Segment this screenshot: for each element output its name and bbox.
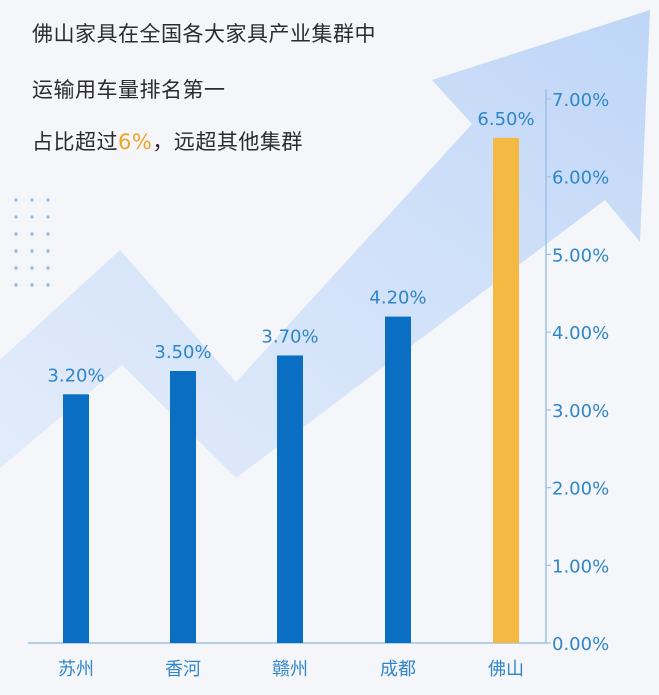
category-label-3: 成都 (380, 659, 416, 680)
headline-line-3-prefix: 占比超过 (32, 130, 118, 154)
y-tick-label: 0.00% (552, 634, 609, 655)
y-tick-label: 6.00% (552, 168, 609, 189)
dot-grid-decoration (14, 198, 50, 287)
headline-line-1: 佛山家具在全国各大家具产业集群中 (32, 22, 376, 46)
headline-line-3-suffix: ，远超其他集群 (152, 130, 303, 154)
y-tick-label: 7.00% (552, 90, 609, 111)
y-tick-label: 5.00% (552, 245, 609, 266)
y-tick-label: 2.00% (552, 479, 609, 500)
bar-3 (385, 316, 411, 643)
y-tick-label: 3.00% (552, 401, 609, 422)
category-label-4: 佛山 (488, 659, 524, 680)
bar-1 (170, 371, 196, 643)
value-label-1: 3.50% (154, 342, 211, 363)
value-label-0: 3.20% (47, 365, 104, 386)
category-label-0: 苏州 (58, 659, 94, 680)
trend-arrow-decoration (0, 10, 650, 478)
headline-highlight-value: 6% (118, 130, 153, 154)
value-label-3: 4.20% (369, 288, 426, 309)
y-tick-label: 4.00% (552, 323, 609, 344)
headline-line-3: 占比超过6%，远超其他集群 (32, 126, 303, 156)
value-label-2: 3.70% (261, 326, 318, 347)
headline-line-2: 运输用车量排名第一 (32, 78, 226, 102)
category-label-2: 赣州 (272, 659, 308, 680)
category-label-1: 香河 (165, 659, 201, 680)
bar-4 (493, 137, 519, 643)
y-tick-label: 1.00% (552, 556, 609, 577)
bar-2 (277, 355, 303, 643)
value-label-4: 6.50% (477, 109, 534, 130)
bar-0 (63, 394, 89, 643)
